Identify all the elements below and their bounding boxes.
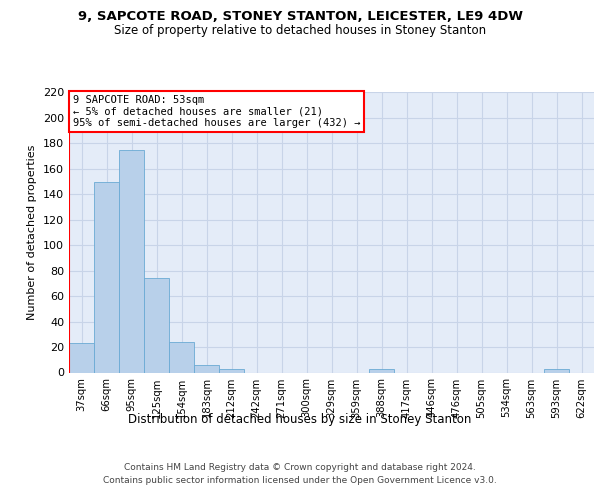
Text: Size of property relative to detached houses in Stoney Stanton: Size of property relative to detached ho… xyxy=(114,24,486,37)
Text: 9 SAPCOTE ROAD: 53sqm
← 5% of detached houses are smaller (21)
95% of semi-detac: 9 SAPCOTE ROAD: 53sqm ← 5% of detached h… xyxy=(73,95,360,128)
Text: Contains public sector information licensed under the Open Government Licence v3: Contains public sector information licen… xyxy=(103,476,497,485)
Bar xyxy=(194,365,219,372)
Text: Distribution of detached houses by size in Stoney Stanton: Distribution of detached houses by size … xyxy=(128,412,472,426)
Bar xyxy=(119,150,144,372)
Text: Contains HM Land Registry data © Crown copyright and database right 2024.: Contains HM Land Registry data © Crown c… xyxy=(124,462,476,471)
Bar xyxy=(169,342,194,372)
Text: 9, SAPCOTE ROAD, STONEY STANTON, LEICESTER, LE9 4DW: 9, SAPCOTE ROAD, STONEY STANTON, LEICEST… xyxy=(77,10,523,23)
Bar xyxy=(369,368,394,372)
Bar xyxy=(544,368,569,372)
Bar xyxy=(219,368,244,372)
Bar xyxy=(144,278,169,372)
Bar xyxy=(69,343,94,372)
Y-axis label: Number of detached properties: Number of detached properties xyxy=(28,145,37,320)
Bar xyxy=(94,182,119,372)
